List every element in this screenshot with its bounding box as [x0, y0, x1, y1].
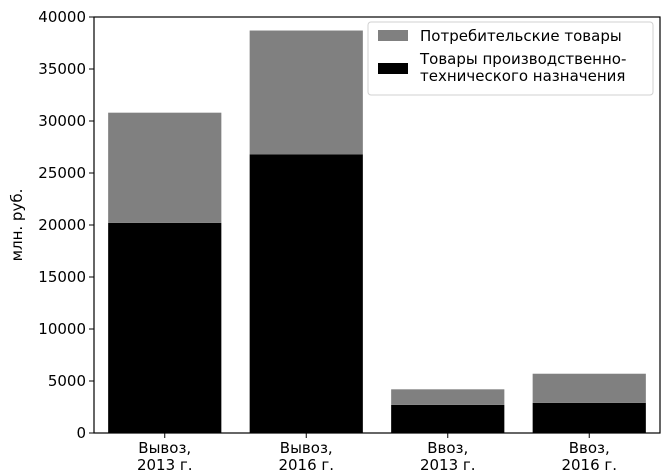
y-tick-label: 20000 [38, 216, 86, 234]
legend-label-consumer: Потребительские товары [420, 27, 622, 45]
legend-swatch-industrial [378, 63, 408, 74]
legend: Потребительские товары Товары производств… [367, 21, 654, 96]
x-tick-label-1: Вывоз, 2016 г. [278, 439, 334, 474]
y-tick-label: 40000 [38, 8, 86, 26]
y-tick-label: 35000 [38, 60, 86, 78]
y-tick-label: 25000 [38, 164, 86, 182]
plot-area: Вывоз, 2013 г. Вывоз, 2016 г. Ввоз, 2013 г. Вв… [38, 8, 661, 474]
x-tick-label-2: Ввоз, 2013 г. [420, 439, 476, 474]
bar-industrial-1 [249, 154, 363, 433]
bar-industrial-2 [391, 404, 505, 433]
y-tick-label: 0 [76, 424, 86, 442]
y-tick-label: 30000 [38, 112, 86, 130]
x-tick-label-0: Вывоз, 2013 г. [137, 439, 193, 474]
bar-consumer-2 [391, 389, 505, 405]
bar-consumer-1 [249, 30, 363, 155]
legend-swatch-consumer [378, 30, 408, 41]
x-tick-label-3: Ввоз, 2016 г. [561, 439, 617, 474]
bar-industrial-3 [532, 402, 646, 433]
legend-box [367, 21, 654, 96]
bar-consumer-0 [108, 112, 222, 223]
legend-label-industrial: Товары производственно-технического назн… [419, 50, 626, 85]
y-tick-label: 5000 [48, 372, 86, 390]
axes-frame [93, 16, 661, 434]
y-tick-label: 15000 [38, 268, 86, 286]
bar-consumer-3 [532, 373, 646, 403]
y-axis-label: млн. руб. [8, 189, 26, 262]
y-tick-label: 10000 [38, 320, 86, 338]
bar-industrial-0 [108, 222, 222, 433]
